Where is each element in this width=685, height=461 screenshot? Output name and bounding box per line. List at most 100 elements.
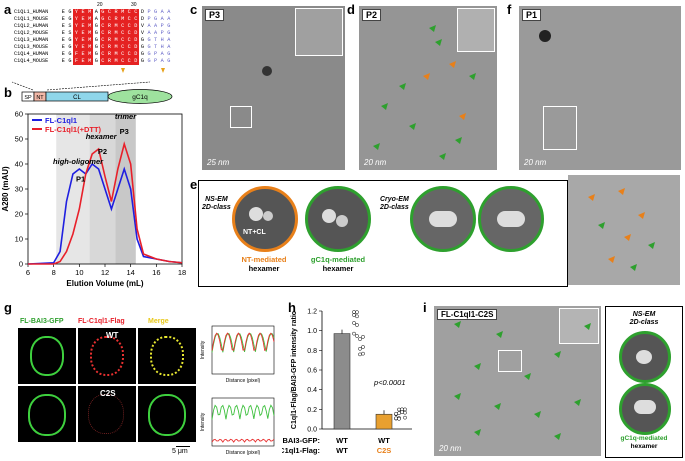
pointer-arrow [423, 73, 430, 80]
pointer-arrow [373, 143, 380, 150]
pointer-arrow [574, 399, 581, 406]
g-col3: Merge [148, 318, 169, 325]
legend-entry: FL-C1ql1(+DTT) [45, 125, 102, 134]
peak-region [115, 114, 136, 264]
sec-chart: 6 8 10 12 14 16 18 0 10 20 30 40 50 60 Elution Volume … [1, 110, 186, 289]
position-30: 30 [131, 2, 137, 8]
pointer-arrow [524, 373, 531, 380]
scale-f: 20 nm [524, 158, 547, 167]
gc1q-label: gC1q [132, 94, 148, 101]
alignment-row: C1QL4_HUMAN E G F E M G C R M C C D G G P A G [14, 51, 171, 58]
panel-label-e: e [190, 177, 198, 192]
bar-bottom-label: C2S [377, 446, 392, 455]
y-tick-label: 20 [15, 210, 23, 219]
data-point [361, 345, 365, 349]
micrograph-p1: P1 20 nm [519, 6, 681, 170]
pointer-arrow [598, 222, 605, 229]
cys-marker-1 [121, 68, 125, 73]
profile-xlabel: Distance (pixel) [226, 450, 261, 456]
pointer-arrow [459, 113, 466, 120]
pointer-arrow [494, 403, 501, 410]
pointer-arrow [429, 25, 436, 32]
x-tick-label: 10 [75, 268, 83, 277]
g-wt-flag: WT [78, 328, 136, 384]
y-tick-label: 0.8 [307, 348, 317, 355]
pointer-arrow [534, 411, 541, 418]
pointer-arrow [584, 323, 591, 330]
data-point [352, 313, 356, 317]
panel-label-i: i [423, 300, 427, 315]
ntcl-label: NT+CL [243, 229, 266, 236]
y-axis-label: C1ql1-Flag/BAI3-GFP intensity ratio [291, 311, 298, 429]
peak-annotation: P1 [76, 175, 85, 184]
x-tick-label: 8 [52, 268, 56, 277]
zoom-box-c [230, 106, 252, 128]
gc1q-class-circle [305, 186, 371, 252]
cryo-class-2 [478, 186, 544, 252]
tag-p3: P3 [205, 9, 225, 21]
data-point [352, 331, 356, 336]
arrows-f [588, 188, 655, 271]
seq-name: C1QL4_HUMAN [14, 51, 49, 57]
data-point [397, 411, 401, 416]
scale-c: 25 nm [207, 158, 230, 167]
bar-top-label: WT [378, 436, 390, 445]
pointer-arrow [474, 363, 481, 370]
g-col1: FL-BAI3-GFP [20, 318, 64, 325]
x-tick-label: 14 [126, 268, 134, 277]
scale-d: 20 nm [364, 158, 387, 167]
pointer-arrow [554, 433, 561, 440]
pointer-arrow [469, 73, 476, 80]
pointer-arrow [435, 39, 442, 46]
bar-1 [333, 333, 351, 430]
y-tick-label: 0.6 [307, 368, 317, 375]
data-point [358, 337, 362, 341]
g-c2s-gfp [18, 386, 76, 442]
data-point [355, 310, 359, 315]
class-panel-i: NS-EM 2D-class gC1q-mediated hexamer [605, 306, 683, 458]
y-tick-label: 0.0 [307, 427, 317, 434]
zoom-inset-f [568, 175, 680, 285]
alignment: C1QL1_HUMAN E G Y E M A G C R M C C D P G A A C1QL1_MOUSE E… [14, 9, 172, 65]
bar-bottom-label: WT [336, 446, 348, 455]
y-tick-label: 0.4 [307, 387, 317, 394]
data-point [361, 334, 365, 339]
data-point [394, 411, 398, 416]
zoom-inset-c [295, 8, 343, 56]
micrograph-c2s: FL-C1ql1-C2S 20 nm [434, 306, 601, 456]
zoom-inset-d [457, 8, 495, 52]
panel-label-b: b [4, 85, 12, 100]
i-class-1 [619, 331, 671, 383]
x-tick-label: 12 [101, 268, 109, 277]
gc1q-caption: gC1q-mediated hexamer [310, 255, 366, 273]
peak-annotation: P3 [120, 127, 129, 136]
y-tick-label: 1.2 [307, 309, 317, 316]
seq-name: C1QL2_MOUSE [14, 30, 49, 36]
tag-p1: P1 [522, 9, 542, 21]
zoom-box-f [543, 106, 577, 150]
peak-annotation: trimer [115, 112, 137, 121]
data-point [352, 321, 356, 325]
pointer-arrow [439, 153, 446, 160]
g-wt-gfp [18, 328, 76, 384]
y-tick-label: 0.2 [307, 407, 317, 414]
g-scale: 5 μm [172, 448, 188, 455]
y-tick-label: 30 [15, 185, 23, 194]
pointer-arrow [381, 103, 388, 110]
profile-green [211, 332, 275, 353]
series-line-2 [28, 141, 183, 265]
y-tick-label: 10 [15, 235, 23, 244]
intensity-profiles: Intensity Distance (pixel) Intensity Distan… [200, 325, 275, 456]
panel-label-f: f [507, 2, 512, 17]
class-panel-e [198, 180, 568, 287]
peak-annotation: high-oligomer [53, 157, 104, 166]
pointer-arrow [496, 331, 503, 338]
alignment-row: C1QL1_MOUSE E G Y E M A G C R M C C D P G A A [14, 16, 171, 23]
position-20: 20 [97, 2, 103, 8]
profile-xlabel: Distance (pixel) [226, 378, 261, 384]
nt-class-circle: NT+CL [232, 186, 298, 252]
seq-name: C1QL4_MOUSE [14, 58, 49, 64]
y-tick-label: 50 [15, 135, 23, 144]
ns-label-e: NS-EM 2D-class [202, 196, 231, 211]
pointer-arrow [474, 429, 481, 436]
